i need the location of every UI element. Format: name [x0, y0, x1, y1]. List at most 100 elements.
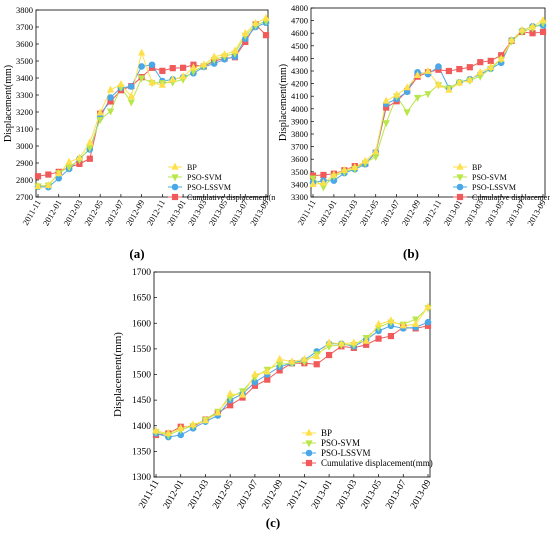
legend-label: PSO-SVM	[187, 173, 222, 182]
data-point	[403, 109, 411, 117]
series-line	[312, 24, 544, 184]
legend-marker	[305, 440, 313, 448]
data-point	[106, 108, 115, 116]
y-axis-label: Displacement(mm)	[278, 64, 289, 141]
x-tick-label: 2013-01	[310, 478, 335, 511]
data-point	[539, 28, 547, 36]
x-tick-label: 2013-07	[227, 198, 250, 228]
data-point	[424, 66, 432, 74]
x-tick-label: 2013-01	[165, 198, 188, 228]
data-point	[179, 72, 187, 80]
y-tick-label: 3600	[291, 154, 308, 164]
data-point	[372, 147, 380, 155]
legend-label: PSO-LSSVM	[321, 448, 371, 458]
x-tick-label: 2013-09	[409, 478, 434, 511]
data-point	[251, 370, 259, 378]
x-tick-label: 2012-09	[124, 198, 147, 228]
legend-marker	[171, 183, 179, 191]
data-point	[220, 50, 229, 58]
y-tick-label: 4800	[291, 3, 308, 13]
legend-label: PSO-SVM	[472, 173, 507, 182]
legend-label: PSO-LSSVM	[472, 183, 516, 192]
x-tick-label: 2013-03	[462, 198, 485, 228]
legend-label: BP	[187, 163, 197, 172]
data-point	[487, 62, 495, 70]
data-point	[210, 52, 218, 60]
data-point	[251, 382, 259, 389]
legend-marker	[305, 428, 313, 436]
y-tick-label: 1350	[132, 447, 151, 457]
x-tick-label: 2012-01	[316, 198, 339, 228]
data-point	[445, 85, 453, 93]
data-point	[127, 91, 135, 99]
x-tick-label: 2011-11	[295, 198, 318, 227]
data-point	[86, 138, 94, 146]
data-point	[158, 80, 166, 88]
data-point	[65, 157, 73, 165]
y-tick-label: 2800	[16, 175, 33, 185]
y-tick-label: 1650	[132, 294, 151, 304]
data-point	[226, 389, 234, 397]
chart-panel-a: 2700 2800 2900 3000 3100 3200 3300 3400 3500 3600…	[0, 0, 287, 267]
data-point	[86, 145, 94, 153]
data-point	[413, 94, 422, 102]
data-point	[340, 165, 348, 173]
x-tick-label: 2013-07	[504, 198, 527, 228]
data-point	[445, 67, 453, 75]
data-point	[351, 162, 359, 170]
legend-marker	[171, 174, 179, 182]
legend-label: Cumulative displacement(mm)	[187, 193, 275, 202]
y-tick-label: 1300	[132, 473, 151, 483]
panel-label: (b)	[403, 246, 419, 261]
y-tick-label: 3300	[16, 90, 33, 100]
y-tick-label: 4100	[291, 91, 308, 101]
data-point	[96, 108, 104, 116]
legend-label: BP	[472, 163, 482, 172]
data-point	[55, 175, 63, 182]
data-point	[325, 351, 333, 359]
data-point	[251, 378, 259, 386]
data-point	[276, 354, 284, 362]
data-point	[262, 32, 270, 39]
y-tick-label: 3000	[16, 141, 33, 151]
data-point	[399, 321, 407, 329]
data-point	[96, 117, 104, 125]
x-tick-label: 2012-05	[82, 198, 105, 228]
data-point	[55, 169, 63, 177]
x-tick-label: 2013-09	[525, 198, 548, 228]
series-line	[155, 325, 429, 436]
data-point	[456, 66, 463, 73]
chart-svg-c: 1300 1350 1400 1450 1500 1550 1600 1650 1700 2011…	[112, 268, 434, 530]
data-point	[330, 170, 338, 178]
chart-svg-a: 2700 2800 2900 3000 3100 3200 3300 3400 3500 3600…	[3, 5, 287, 261]
data-point	[231, 46, 239, 54]
legend-marker	[305, 459, 313, 467]
y-tick-label: 1450	[132, 396, 151, 406]
series-line	[312, 22, 544, 188]
y-tick-label: 3700	[291, 142, 308, 152]
series-line	[37, 17, 267, 187]
data-point	[455, 78, 463, 86]
data-point	[529, 30, 536, 37]
data-point	[127, 99, 135, 107]
y-tick-label: 1700	[132, 268, 151, 278]
panel-label: (a)	[129, 246, 144, 261]
data-point	[413, 71, 422, 79]
x-tick-label: 2012-11	[286, 478, 310, 510]
y-tick-label: 3600	[16, 39, 33, 49]
data-point	[252, 18, 260, 26]
series-line	[312, 31, 544, 177]
x-tick-label: 2013-01	[441, 198, 464, 228]
y-tick-label: 2900	[16, 158, 33, 168]
data-point	[189, 63, 198, 71]
y-tick-label: 3900	[291, 116, 308, 126]
chart-panel-b: 3300 3400 3500 3600 3700 3800 3900 4000 4100 4200…	[275, 0, 550, 267]
x-tick-label: 2012-09	[261, 478, 286, 511]
x-tick-label: 2012-07	[103, 198, 126, 228]
data-point	[424, 302, 432, 310]
legend-marker	[171, 162, 179, 170]
data-point	[539, 15, 547, 23]
data-point	[424, 91, 432, 99]
data-point	[107, 98, 114, 105]
data-point	[424, 322, 432, 329]
